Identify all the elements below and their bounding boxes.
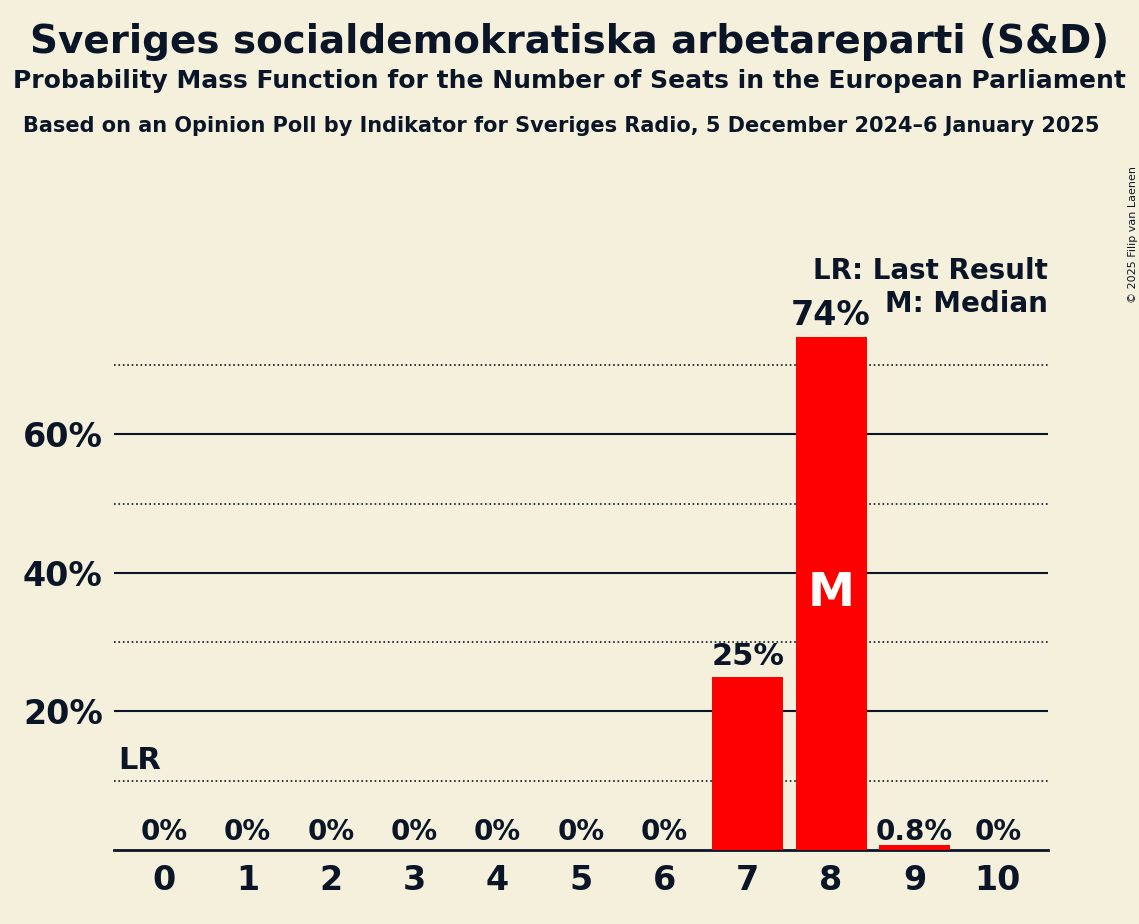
Bar: [879, 845, 950, 850]
Bar: [796, 337, 867, 850]
Text: LR: Last Result: LR: Last Result: [813, 257, 1048, 285]
Text: 0%: 0%: [474, 818, 521, 846]
Text: Based on an Opinion Poll by Indikator for Sveriges Radio, 5 December 2024–6 Janu: Based on an Opinion Poll by Indikator fo…: [23, 116, 1099, 136]
Text: M: M: [808, 571, 854, 616]
Text: 74%: 74%: [792, 298, 871, 332]
Text: 0%: 0%: [557, 818, 605, 846]
Text: 0%: 0%: [223, 818, 271, 846]
Text: 25%: 25%: [711, 642, 784, 671]
Text: © 2025 Filip van Laenen: © 2025 Filip van Laenen: [1129, 166, 1138, 303]
Text: Probability Mass Function for the Number of Seats in the European Parliament: Probability Mass Function for the Number…: [13, 69, 1126, 93]
Text: 0%: 0%: [974, 818, 1022, 846]
Bar: [712, 676, 784, 850]
Text: Sveriges socialdemokratiska arbetareparti (S&D): Sveriges socialdemokratiska arbetarepart…: [30, 23, 1109, 61]
Text: 0.8%: 0.8%: [876, 818, 953, 846]
Text: LR: LR: [118, 747, 161, 775]
Text: 0%: 0%: [391, 818, 437, 846]
Text: 0%: 0%: [641, 818, 688, 846]
Text: M: Median: M: Median: [885, 290, 1048, 318]
Text: 0%: 0%: [140, 818, 188, 846]
Text: 0%: 0%: [308, 818, 354, 846]
